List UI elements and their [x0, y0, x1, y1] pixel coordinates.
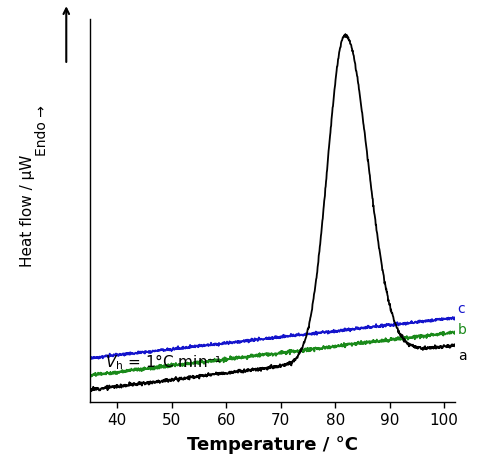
Text: a: a — [458, 349, 466, 363]
Text: $V_{\mathrm{h}}$ = 1°C min⁻¹: $V_{\mathrm{h}}$ = 1°C min⁻¹ — [104, 352, 222, 372]
Text: c: c — [458, 302, 466, 316]
Text: Heat flow / μW: Heat flow / μW — [20, 154, 35, 267]
X-axis label: Temperature / °C: Temperature / °C — [187, 436, 358, 454]
Text: Endo →: Endo → — [36, 106, 50, 156]
Text: b: b — [458, 322, 466, 336]
